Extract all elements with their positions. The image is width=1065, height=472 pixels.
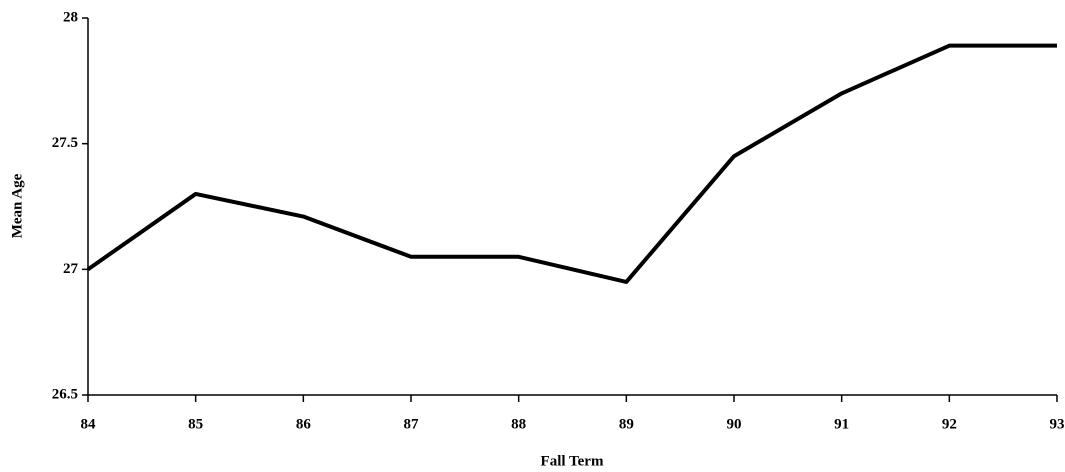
y-tick-label: 27.5 — [52, 135, 78, 151]
x-tick-label: 91 — [834, 416, 849, 432]
y-tick-label: 27 — [63, 261, 79, 277]
x-tick-label: 85 — [188, 416, 203, 432]
x-tick-label: 84 — [81, 416, 97, 432]
x-tick-label: 89 — [619, 416, 634, 432]
x-axis-title: Fall Term — [541, 453, 604, 469]
data-line — [86, 43, 1057, 284]
y-tick-label: 26.5 — [52, 386, 78, 402]
x-tick-label: 88 — [511, 416, 526, 432]
x-tick-label: 90 — [727, 416, 742, 432]
y-tick-label: 28 — [63, 9, 78, 25]
x-tick-label: 86 — [296, 416, 312, 432]
x-tick-label: 93 — [1050, 416, 1065, 432]
x-tick-label: 92 — [942, 416, 957, 432]
x-tick-label: 87 — [404, 416, 420, 432]
y-axis-title: Mean Age — [9, 173, 25, 238]
